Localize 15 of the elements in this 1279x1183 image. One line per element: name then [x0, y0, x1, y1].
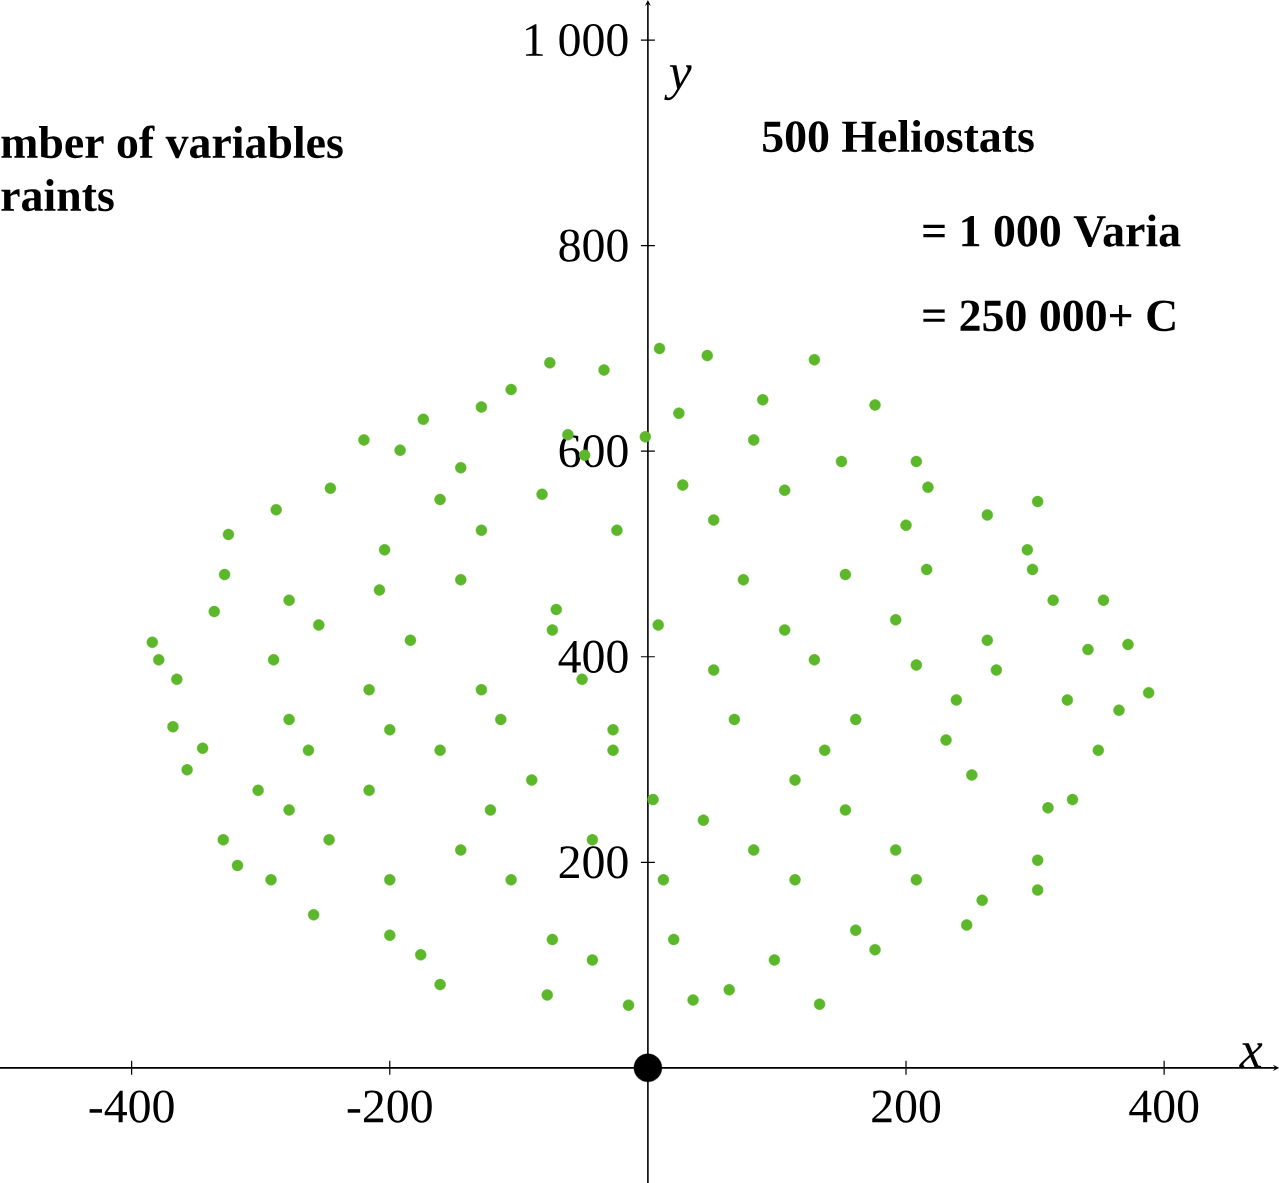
- y-tick-label: 800: [559, 229, 628, 262]
- annotation: mber of variables: [1, 125, 343, 159]
- y-tick-label: 1 000: [525, 23, 628, 57]
- x-tick-label: 400: [1129, 1090, 1199, 1123]
- annotation: = 250 000+ C: [923, 300, 1175, 332]
- annotation: raints: [1, 179, 114, 212]
- y-tick-label: 200: [559, 846, 628, 879]
- x-axis-title: x: [1239, 1043, 1263, 1068]
- annotation: = 1 000 Varia: [923, 214, 1181, 247]
- x-tick-label: -400: [89, 1090, 174, 1123]
- x-tick-label: 200: [872, 1090, 941, 1123]
- x-tick-label: -200: [347, 1090, 432, 1123]
- y-axis-title: y: [664, 65, 692, 101]
- annotation: 500 Heliostats: [763, 119, 1034, 153]
- y-tick-label: 400: [558, 640, 628, 673]
